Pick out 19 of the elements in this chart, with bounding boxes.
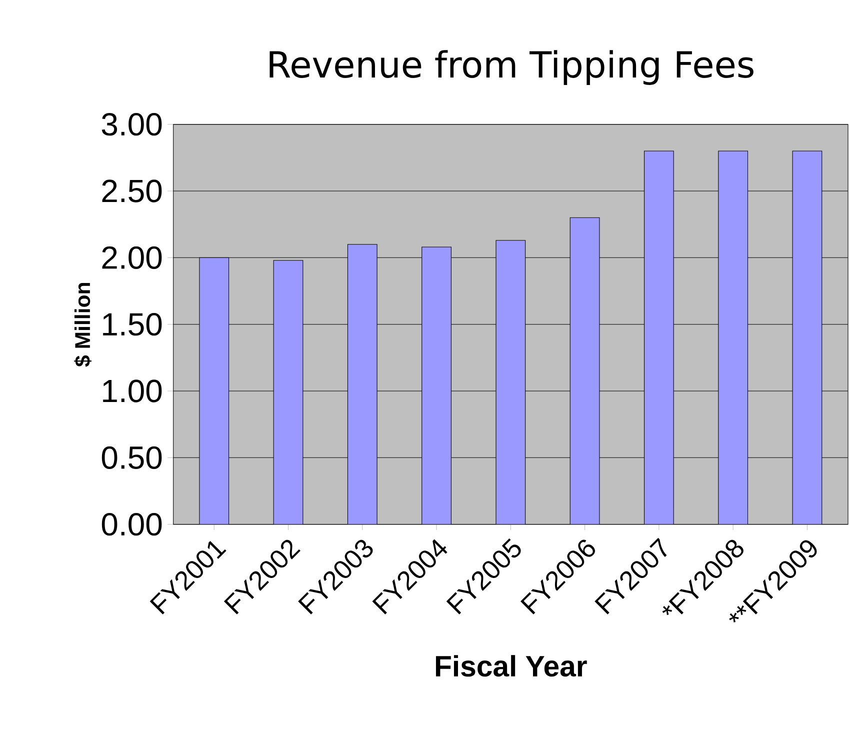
y-tick-label: 3.00 — [102, 113, 162, 136]
y-tick-label: 2.00 — [102, 246, 162, 269]
bar — [570, 217, 600, 524]
bar — [496, 240, 526, 524]
bar — [347, 244, 378, 524]
y-tick-label: 1.00 — [103, 380, 162, 402]
bar — [422, 246, 452, 524]
x-axis-title: Fiscal Year — [436, 655, 587, 677]
bar — [644, 150, 674, 524]
bar — [792, 150, 822, 524]
y-tick-label: 2.50 — [102, 180, 162, 202]
bar — [718, 150, 748, 524]
bar — [199, 257, 230, 524]
chart-title: Revenue from Tipping Fees — [270, 50, 754, 85]
bar — [273, 260, 304, 524]
y-tick-label: 0.00 — [102, 513, 162, 536]
y-tick-label: 1.50 — [103, 313, 162, 336]
y-axis-title: $ Million — [74, 282, 92, 367]
y-tick-label: 0.50 — [102, 446, 162, 469]
